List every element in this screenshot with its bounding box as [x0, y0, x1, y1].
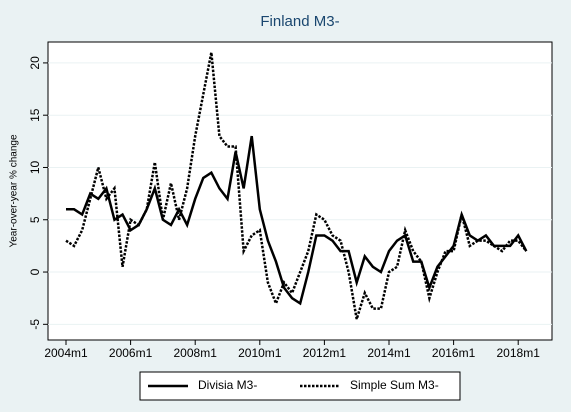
series-line — [66, 135, 528, 306]
legend-label: Divisia M3- — [198, 378, 257, 392]
x-tick-label: 2012m1 — [303, 346, 347, 360]
y-tick-label: 5 — [28, 216, 42, 223]
legend-label: Simple Sum M3- — [350, 378, 439, 392]
y-tick-label: 15 — [28, 108, 42, 122]
series-line — [65, 52, 528, 320]
chart-title: Finland M3- — [260, 13, 339, 30]
x-tick-label: 2014m1 — [367, 346, 411, 360]
x-tick-label: 2008m1 — [174, 346, 218, 360]
y-tick-label: 10 — [28, 160, 42, 174]
x-tick-label: 2004m1 — [44, 346, 88, 360]
y-tick-label: -5 — [28, 319, 42, 330]
x-tick-label: 2018m1 — [497, 346, 541, 360]
plot-area — [47, 41, 553, 341]
x-tick-label: 2006m1 — [109, 346, 153, 360]
y-tick-label: 20 — [28, 56, 42, 70]
x-tick-label: 2010m1 — [238, 346, 282, 360]
y-axis-title: Year-over-year % change — [9, 134, 20, 247]
x-tick-label: 2016m1 — [432, 346, 476, 360]
y-tick-label: 0 — [28, 268, 42, 275]
